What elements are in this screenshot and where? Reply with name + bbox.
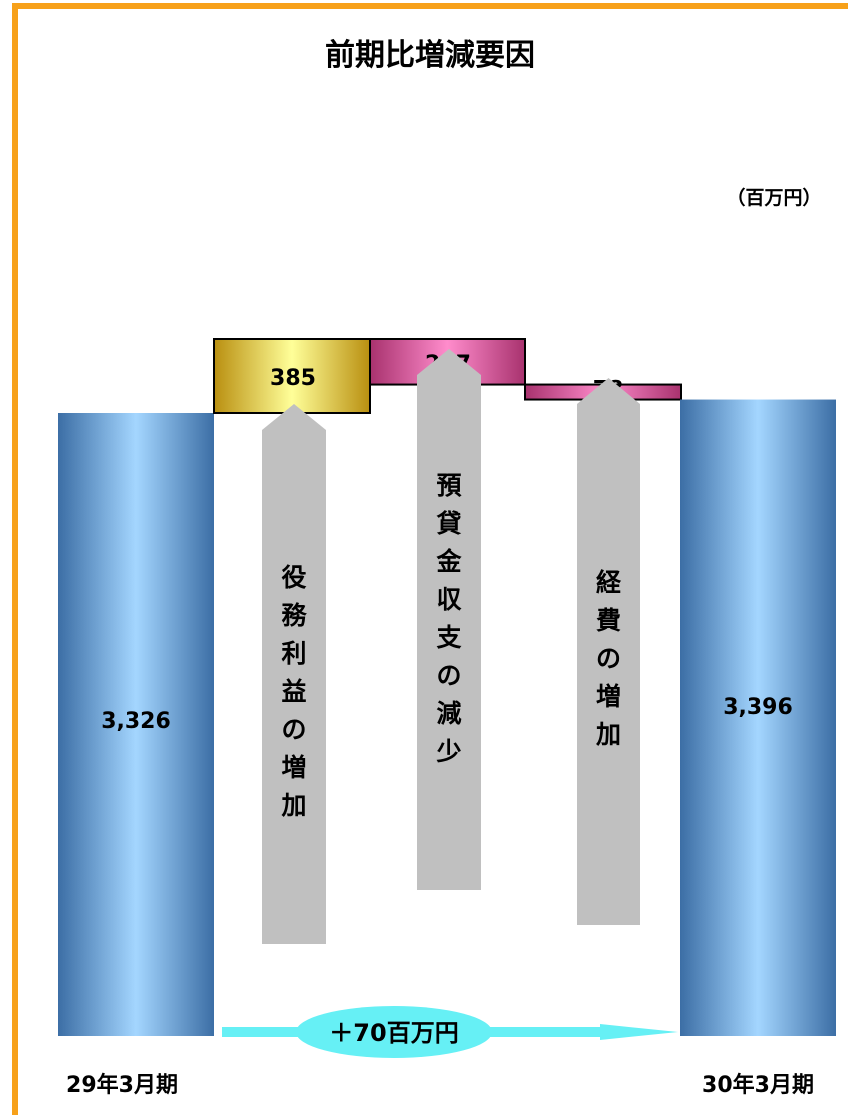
step-label-1: 役務利益の増加 xyxy=(280,563,307,820)
chart-frame xyxy=(12,3,848,1115)
value-label-step-1: 385 xyxy=(270,366,316,391)
change-ellipse xyxy=(296,1006,492,1058)
start-category-label: 29年3月期 xyxy=(66,1072,178,1098)
end-category-label: 30年3月期 xyxy=(702,1072,814,1098)
step-label-3: 経費の増加 xyxy=(595,568,622,749)
arrow-step-3 xyxy=(577,378,640,925)
chart-title: 前期比増減要因 xyxy=(325,38,535,73)
value-label-end: 3,396 xyxy=(723,695,793,720)
bar-start-total xyxy=(58,413,214,1036)
value-label-start: 3,326 xyxy=(101,709,171,734)
unit-label: （百万円） xyxy=(726,186,821,209)
bar-step-1 xyxy=(213,338,371,414)
arrow-step-1 xyxy=(262,404,326,944)
arrow-step-2 xyxy=(417,349,481,890)
step-label-2: 預貸金収支の減少 xyxy=(435,471,462,766)
change-label: ＋70百万円 xyxy=(329,1019,458,1047)
bar-end-total xyxy=(680,399,836,1036)
